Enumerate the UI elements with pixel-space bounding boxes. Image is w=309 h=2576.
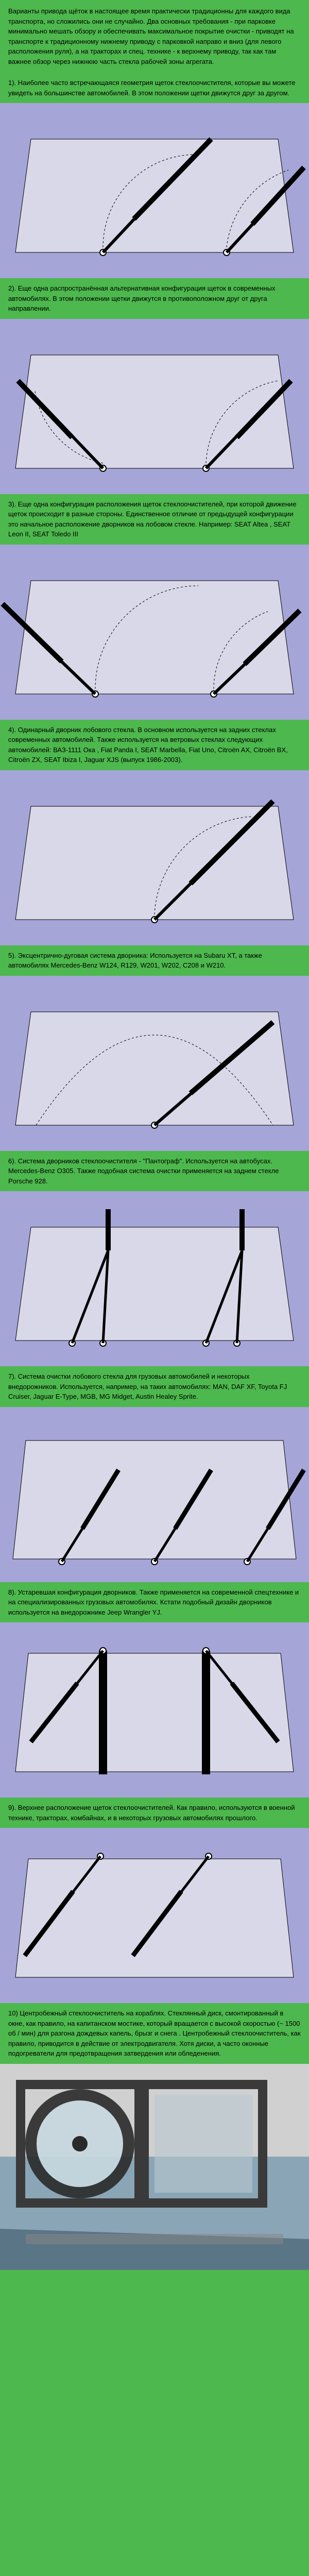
section-9-title: 9). Верхнее расположение щеток стеклоочи…	[0, 1798, 309, 1828]
wiper-diagram-9	[0, 1828, 309, 2003]
section-2-title: 2). Еще одна распространённая альтернати…	[0, 278, 309, 319]
diagram-1	[0, 103, 309, 278]
wiper-diagram-8	[0, 1622, 309, 1798]
section-5-title: 5). Эксцентрично-дуговая система дворник…	[0, 945, 309, 976]
diagram-7	[0, 1407, 309, 1582]
ship-photo	[0, 2064, 309, 2270]
section-6-title: 6). Система дворников стеклоочистителя -…	[0, 1151, 309, 1192]
wiper-diagram-7	[0, 1407, 309, 1582]
diagram-5	[0, 976, 309, 1151]
wiper-diagram-3	[0, 545, 309, 720]
diagram-6	[0, 1191, 309, 1366]
section-1-title: 1). Наиболее часто встречающаяся геометр…	[0, 73, 309, 103]
diagram-8	[0, 1622, 309, 1798]
diagram-3	[0, 545, 309, 720]
section-3-title: 3). Еще одна конфигурация расположения щ…	[0, 494, 309, 545]
section-4-title: 4). Одинарный дворник лобового стекла. В…	[0, 720, 309, 770]
diagram-2	[0, 319, 309, 494]
intro-text: Варианты привода щёток в настоящее время…	[0, 0, 309, 73]
ship-illustration	[0, 2064, 309, 2270]
section-8-title: 8). Устаревшая конфигурация дворников. Т…	[0, 1582, 309, 1623]
diagram-4	[0, 770, 309, 945]
diagram-9	[0, 1828, 309, 2003]
wiper-diagram-4	[0, 770, 309, 945]
wiper-diagram-1	[0, 103, 309, 278]
wiper-diagram-2	[0, 319, 309, 494]
section-10-title: 10) Центробежный стеклоочиститель на кор…	[0, 2003, 309, 2064]
wiper-diagram-5	[0, 976, 309, 1151]
section-7-title: 7). Система очистки лобового стекла для …	[0, 1366, 309, 1407]
wiper-diagram-6	[0, 1191, 309, 1366]
